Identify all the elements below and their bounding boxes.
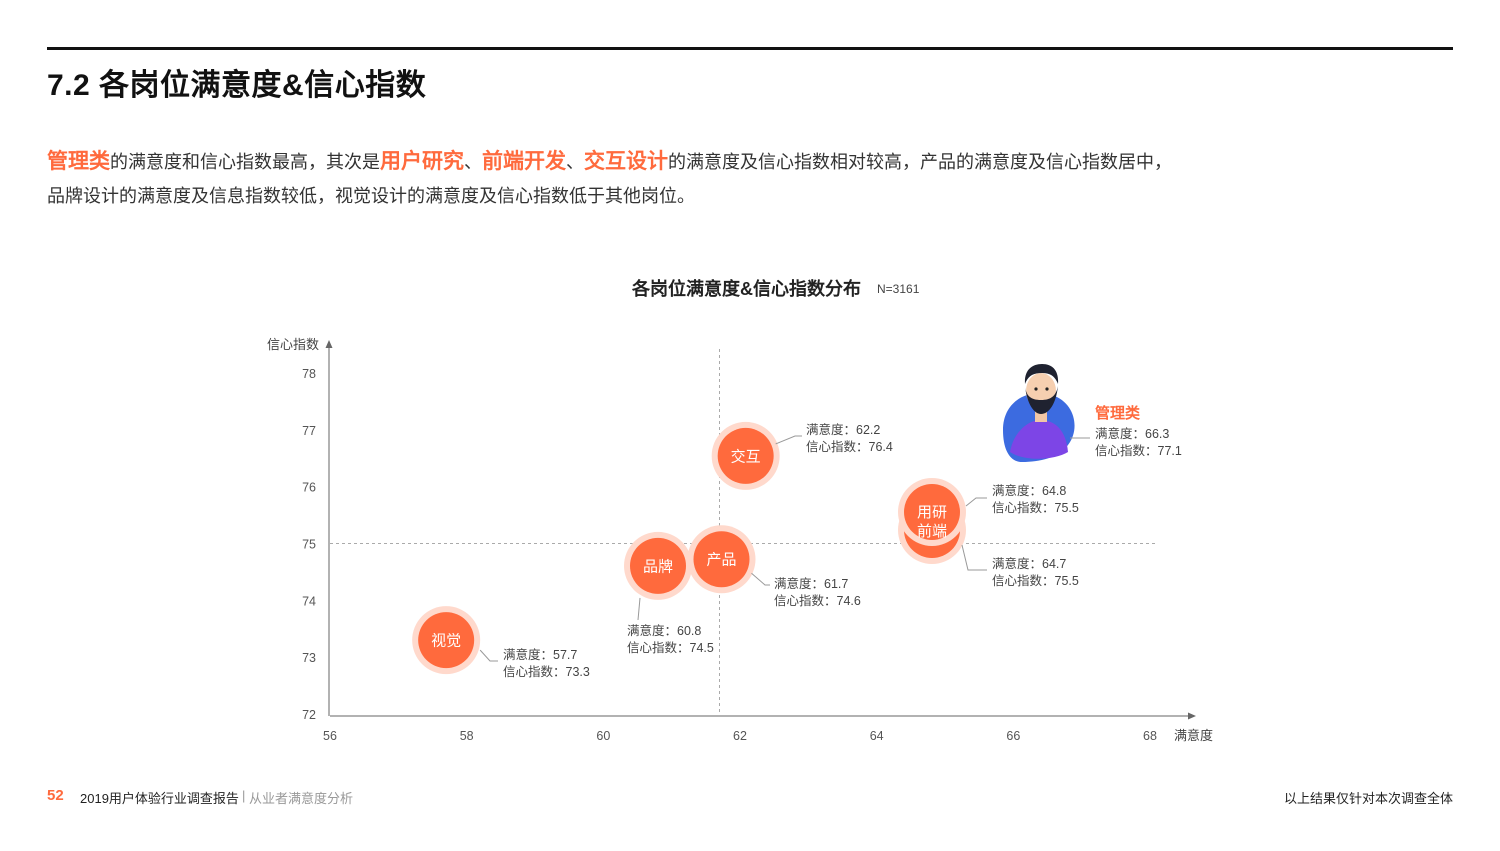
x-axis-arrow <box>1188 712 1196 720</box>
point-interaction-point: 交互 <box>711 421 780 490</box>
point-user-research-point <box>898 478 966 546</box>
x-tick-label: 66 <box>1006 729 1020 743</box>
point-brand-label: 品牌 <box>643 558 673 575</box>
point-product-bubble <box>693 531 750 588</box>
point-interaction-annotation: 满意度：62.2 信心指数：76.4 <box>806 422 893 454</box>
footer-separator: | <box>242 788 246 803</box>
footer-section: 从业者满意度分析 <box>249 791 354 806</box>
summary-sep-1: 、 <box>464 152 482 172</box>
point-brand-y-value: 信心指数：74.5 <box>627 640 714 655</box>
chart-sample-size: N=3161 <box>877 282 920 296</box>
x-axis-title: 满意度 <box>1174 728 1213 743</box>
summary-text: 管理类的满意度和信心指数最高，其次是用户研究、前端开发、交互设计的满意度及信心指… <box>47 145 1347 213</box>
highlight-interaction: 交互设计 <box>584 150 668 173</box>
x-tick-label: 56 <box>323 729 337 743</box>
x-tick-label: 58 <box>460 729 474 743</box>
y-axis-title: 信心指数 <box>267 337 319 352</box>
point-management-label: 管理类 <box>1095 404 1141 422</box>
point-user-research-bubble <box>904 484 960 540</box>
point-brand-x-value: 满意度：60.8 <box>627 623 701 638</box>
summary-text-2: 的满意度及信心指数相对较高，产品的满意度及信心指数居中， <box>668 152 1172 172</box>
management-avatar-hair <box>1024 364 1059 384</box>
management-avatar-shirt <box>1010 420 1068 459</box>
summary-sep-2: 、 <box>566 152 584 172</box>
management-avatar-beard <box>1025 386 1058 414</box>
highlight-user-research: 用户研究 <box>380 150 464 173</box>
y-tick-label: 72 <box>302 708 316 722</box>
summary-line-2: 品牌设计的满意度及信息指数较低，视觉设计的满意度及信心指数低于其他岗位。 <box>47 186 695 206</box>
point-frontend-annotation: 满意度：64.7 信心指数：75.5 <box>992 556 1079 588</box>
point-visual-point: 视觉 <box>412 606 481 675</box>
y-tick-label: 73 <box>302 651 316 665</box>
highlight-management: 管理类 <box>47 150 110 173</box>
top-rule <box>47 47 1453 50</box>
footer-report-title: 2019用户体验行业调查报告 <box>80 791 239 806</box>
point-user-research-y-value: 信心指数：75.5 <box>992 500 1079 515</box>
y-axis-arrow <box>325 340 333 348</box>
point-visual-x-value: 满意度：57.7 <box>503 647 577 662</box>
point-interaction-leader <box>775 435 802 445</box>
point-brand-point: 品牌 <box>624 531 692 600</box>
point-frontend-label: 前端 <box>917 523 947 540</box>
point-product-y-value: 信心指数：74.6 <box>774 593 861 608</box>
point-user-research-x-value: 满意度：64.8 <box>992 483 1066 498</box>
summary-text-1: 的满意度和信心指数最高，其次是 <box>110 152 380 172</box>
summary-line-1: 管理类的满意度和信心指数最高，其次是用户研究、前端开发、交互设计的满意度及信心指… <box>47 145 1347 179</box>
point-visual-leader <box>479 649 498 662</box>
point-brand-annotation: 满意度：60.8 信心指数：74.5 <box>627 623 714 655</box>
x-tick-label: 68 <box>1143 729 1157 743</box>
point-visual-annotation: 满意度：57.7 信心指数：73.3 <box>503 647 590 679</box>
point-management-annotation: 满意度：66.3 信心指数：77.1 <box>1095 426 1182 458</box>
point-product-label: 产品 <box>706 552 736 569</box>
point-management-x-value: 满意度：66.3 <box>1095 426 1169 441</box>
y-tick-label: 77 <box>302 424 316 438</box>
highlight-frontend: 前端开发 <box>482 150 566 173</box>
x-tick-label: 64 <box>870 729 884 743</box>
point-visual-y-value: 信心指数：73.3 <box>503 664 590 679</box>
point-frontend-leader <box>961 544 987 571</box>
point-interaction-x-value: 满意度：62.2 <box>806 422 880 437</box>
footer-note: 以上结果仅针对本次调查全体 <box>1283 791 1453 806</box>
page-title: 7.2 各岗位满意度&信心指数 <box>47 69 427 102</box>
point-frontend-y-value: 信心指数：75.5 <box>992 573 1079 588</box>
point-interaction-label: 交互 <box>731 447 761 465</box>
point-product-leader <box>751 572 770 586</box>
point-management-y-value: 信心指数：77.1 <box>1095 443 1182 458</box>
management-avatar-eye-left <box>1034 387 1038 391</box>
point-frontend-x-value: 满意度：64.7 <box>992 556 1066 571</box>
footer-page-number: 52 <box>47 787 64 804</box>
point-product-point: 产品 <box>687 525 756 594</box>
x-tick-label: 60 <box>596 729 610 743</box>
point-interaction-y-value: 信心指数：76.4 <box>806 439 893 454</box>
point-visual-bubble <box>418 612 475 669</box>
chart-title: 各岗位满意度&信心指数分布 <box>632 279 861 299</box>
point-management <box>1003 364 1075 462</box>
point-interaction-bubble <box>717 427 774 484</box>
point-brand-leader <box>637 597 641 621</box>
point-user-research-label: 用研 <box>917 504 947 521</box>
y-tick-label: 74 <box>302 594 316 608</box>
point-visual-label: 视觉 <box>431 633 461 650</box>
y-tick-label: 78 <box>302 367 316 381</box>
point-product-annotation: 满意度：61.7 信心指数：74.6 <box>774 576 861 608</box>
point-user-research-annotation: 满意度：64.8 信心指数：75.5 <box>992 483 1079 515</box>
management-avatar-eye-right <box>1045 387 1049 391</box>
point-brand-bubble <box>630 537 686 594</box>
point-user-research-leader <box>965 497 987 507</box>
y-tick-label: 76 <box>302 481 316 495</box>
point-product-x-value: 满意度：61.7 <box>774 576 848 591</box>
y-tick-label: 75 <box>302 538 316 552</box>
x-tick-label: 62 <box>733 729 747 743</box>
